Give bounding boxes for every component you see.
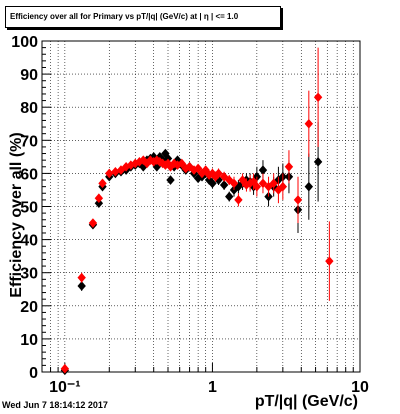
data-point <box>313 157 323 167</box>
data-point <box>269 178 278 189</box>
data-point <box>193 173 203 184</box>
data-point <box>152 155 162 165</box>
grid <box>42 41 360 372</box>
data-point <box>304 181 314 192</box>
y-tick-label: 20 <box>20 299 38 316</box>
data-point <box>197 168 207 179</box>
x-tick-label: 1 <box>208 379 217 396</box>
y-tick-label: 30 <box>20 266 38 283</box>
y-tick-label: 60 <box>20 166 38 183</box>
data-point <box>313 92 323 103</box>
y-axis: 0 10 20 30 40 50 60 70 80 90 100 <box>11 34 51 382</box>
data-point <box>225 191 234 202</box>
data-point <box>94 198 104 208</box>
data-point <box>325 256 334 266</box>
data-point <box>166 175 175 185</box>
data-point <box>94 193 104 204</box>
y-tick-label: 0 <box>29 365 38 382</box>
chart-title-box: Efficiency over all for Primary vs pT/|q… <box>5 6 281 28</box>
data-point <box>152 161 162 172</box>
y-tick-label: 100 <box>11 34 38 51</box>
data-point <box>60 363 70 374</box>
y-tick-label: 10 <box>20 332 38 349</box>
series-2 <box>60 47 334 374</box>
x-axis-title: pT/|q| (GeV/c) <box>255 393 358 410</box>
data-point <box>219 180 229 190</box>
x-tick-label: 10⁻¹ <box>49 379 81 396</box>
data-point <box>242 180 251 190</box>
data-point <box>252 181 262 192</box>
data-point <box>238 175 247 185</box>
data-point <box>278 181 288 192</box>
data-point <box>163 153 173 164</box>
data-point <box>204 175 214 185</box>
data-point <box>258 178 268 189</box>
data-point <box>135 157 144 167</box>
data-point <box>208 168 217 179</box>
x-tick-label: 10 <box>351 379 369 396</box>
y-tick-label: 90 <box>20 67 38 84</box>
data-point <box>98 178 107 189</box>
timestamp: Wed Jun 7 18:14:12 2017 <box>2 400 108 410</box>
y-tick-label: 50 <box>20 200 38 217</box>
data-point <box>293 195 303 205</box>
data-point <box>88 218 98 228</box>
data-point <box>214 175 223 185</box>
data-point <box>211 171 220 182</box>
data-point <box>139 155 148 165</box>
y-tick-label: 80 <box>20 100 38 117</box>
data-point <box>77 281 86 291</box>
data-point <box>193 163 203 174</box>
data-point <box>105 168 114 179</box>
y-tick-label: 70 <box>20 133 38 150</box>
data-point <box>274 185 283 195</box>
data-point <box>77 272 86 283</box>
data-point <box>284 161 294 172</box>
chart-title: Efficiency over all for Primary vs pT/|q… <box>10 12 239 21</box>
y-axis-title: Efficiency over all (%) <box>8 132 25 297</box>
data-point <box>139 161 148 172</box>
data-point <box>225 175 234 185</box>
x-axis: 10⁻¹ 1 10 <box>41 363 369 396</box>
data-point <box>208 178 217 189</box>
y-tick-label: 40 <box>20 233 38 250</box>
data-point <box>214 168 223 179</box>
data-point <box>229 178 239 189</box>
data-point <box>264 181 273 192</box>
data-point <box>234 195 243 205</box>
data-series <box>60 47 334 376</box>
data-point <box>304 118 314 129</box>
data-point <box>258 165 268 175</box>
